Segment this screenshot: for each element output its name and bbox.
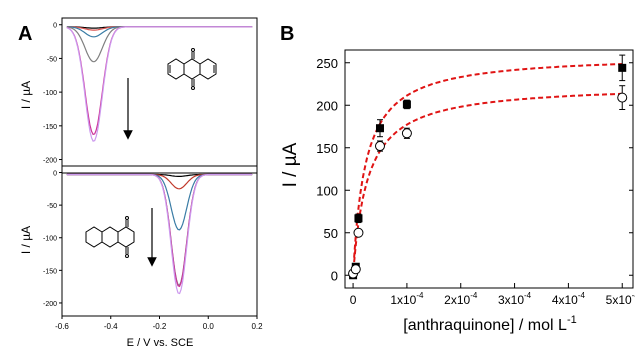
x-tick-label: 1x10-4 xyxy=(390,291,424,307)
y-tick-label: 250 xyxy=(316,56,338,71)
x-label-text: E / V vs. SCE xyxy=(127,337,194,349)
x-tick-label-base: 5x10 xyxy=(606,293,632,307)
y-tick-label: 50 xyxy=(324,226,338,241)
panel-b-error-bars xyxy=(350,54,626,278)
panel-b-label: B xyxy=(280,23,294,45)
voltammogram-curve xyxy=(66,173,253,295)
voltammogram-curve xyxy=(66,173,253,231)
panel-a-bottom: 0 -50 -100 -150 -200 -0.6 -0.4 -0.2 0.0 0.2 I / … xyxy=(19,165,263,349)
panel-b-x-label-sup: -1 xyxy=(567,314,577,326)
voltammogram-curve xyxy=(66,26,253,142)
panel-a-bottom-y-label: I / µA xyxy=(19,226,33,254)
panel-a-top-curves xyxy=(66,26,253,142)
panel-a-bottom-x-axis: -0.6 -0.4 -0.2 0.0 0.2 xyxy=(55,316,263,331)
y-tick-label: -200 xyxy=(43,158,57,165)
y-tick-label: -100 xyxy=(43,236,57,243)
voltammogram-curve xyxy=(66,26,253,63)
x-tick-label: 5x10-4 xyxy=(606,291,635,307)
y-tick-label: -150 xyxy=(43,124,57,131)
x-tick-label: 0 xyxy=(350,293,357,307)
x-tick-label-exp: -4 xyxy=(632,291,635,300)
y-tick-label: 0 xyxy=(53,23,57,30)
panel-b-y-label: I / µA xyxy=(280,142,301,187)
x-tick-label: 4x10-4 xyxy=(552,291,586,307)
x-tick-label-exp: -4 xyxy=(470,291,478,300)
data-point-circle xyxy=(353,227,364,238)
anthraquinone-14-structure-image xyxy=(85,216,135,258)
data-point-circle xyxy=(350,264,361,275)
x-tick-label: 0.2 xyxy=(251,322,263,331)
x-tick-label-base: 0 xyxy=(350,293,357,307)
x-tick-label: -0.2 xyxy=(153,322,167,331)
panel-b-fit-curves xyxy=(353,63,623,263)
x-tick-label-base: 4x10 xyxy=(552,293,578,307)
y-tick-label: 0 xyxy=(53,171,57,178)
x-tick-label: -0.6 xyxy=(55,322,69,331)
y-tick-label: -50 xyxy=(47,203,57,210)
data-point-square xyxy=(402,100,411,109)
panel-a-bottom-curves xyxy=(66,173,253,295)
panel-b-x-label-main: [anthraquinone] / mol L xyxy=(403,317,567,334)
x-tick-label-exp: -4 xyxy=(524,291,532,300)
x-tick-label: 3x10-4 xyxy=(498,291,532,307)
x-tick-label-base: 3x10 xyxy=(498,293,524,307)
x-tick-label: -0.4 xyxy=(104,322,118,331)
panel-a-top-frame xyxy=(61,17,258,174)
data-point-square xyxy=(618,63,627,72)
panel-b-x-label: [anthraquinone] / mol L-1 xyxy=(403,314,576,334)
y-tick-label: -50 xyxy=(47,56,57,63)
x-tick-label-base: 2x10 xyxy=(444,293,470,307)
x-tick-label-exp: -4 xyxy=(416,291,424,300)
panel-a-bottom-x-label: E / V vs. SCE xyxy=(127,337,194,349)
y-tick-label: 200 xyxy=(316,98,338,113)
panel-b-y-axis: 0 50 100 150 200 250 xyxy=(316,56,633,283)
y-tick-label: 150 xyxy=(316,141,338,156)
y-tick-label: 0 xyxy=(331,268,338,283)
data-point-circle xyxy=(401,128,412,139)
panel-a-top: 0 -50 -100 -150 -200 I / µA xyxy=(19,17,258,174)
x-tick-label: 0.0 xyxy=(203,322,215,331)
data-point-circle xyxy=(617,92,628,103)
data-point-circle xyxy=(374,141,385,152)
anthraquinone-structure-image xyxy=(167,48,217,90)
y-tick-label: -200 xyxy=(43,301,57,308)
data-point-square xyxy=(354,214,363,223)
y-tick-label: 100 xyxy=(316,183,338,198)
data-point-square xyxy=(375,124,384,133)
voltammogram-curve xyxy=(66,26,253,136)
fit-curve xyxy=(353,92,623,263)
fit-curve xyxy=(353,63,623,258)
panel-a-label: A xyxy=(18,23,32,45)
panel-b-frame xyxy=(344,49,634,289)
panel-a-bottom-y-axis: 0 -50 -100 -150 -200 xyxy=(43,171,62,308)
y-tick-label: -150 xyxy=(43,268,57,275)
panel-a-top-y-axis: 0 -50 -100 -150 -200 xyxy=(43,23,62,165)
x-tick-label-exp: -4 xyxy=(578,291,586,300)
panel-a-top-y-label: I / µA xyxy=(19,81,33,109)
voltammogram-curve xyxy=(66,173,253,288)
voltammogram-curve xyxy=(66,173,253,286)
y-tick-label: -100 xyxy=(43,90,57,97)
panel-a-bottom-frame xyxy=(61,165,258,317)
panel-b-points xyxy=(348,63,628,280)
x-tick-label-base: 1x10 xyxy=(390,293,416,307)
x-tick-label: 2x10-4 xyxy=(444,291,478,307)
